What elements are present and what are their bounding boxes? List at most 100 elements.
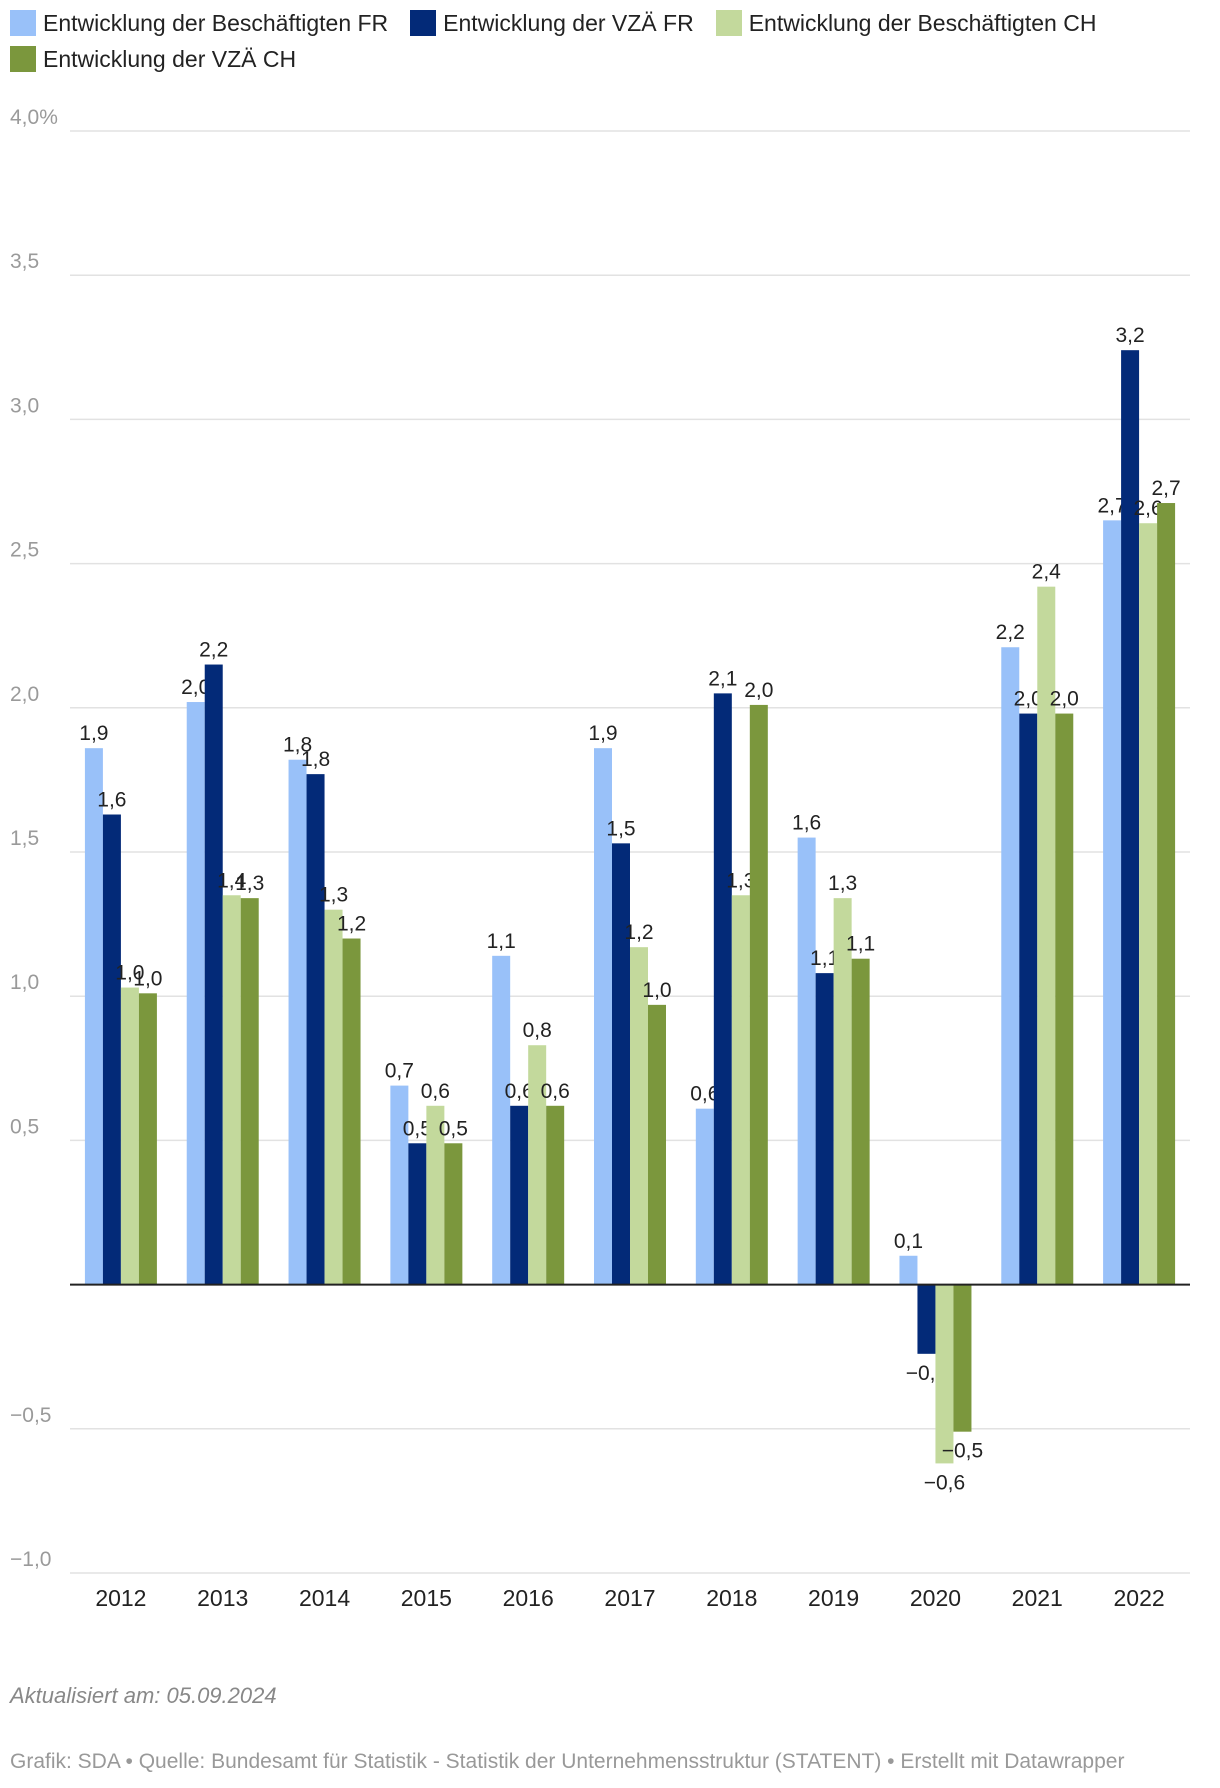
data-label: 1,8 bbox=[283, 734, 312, 757]
legend-label: Entwicklung der VZÄ CH bbox=[43, 46, 297, 72]
bar bbox=[1055, 713, 1074, 1285]
bar bbox=[797, 837, 816, 1285]
bar bbox=[594, 748, 612, 1285]
data-label: 0,7 bbox=[385, 1060, 414, 1083]
bar bbox=[1157, 503, 1176, 1285]
bar bbox=[342, 938, 361, 1285]
x-tick-label: 2012 bbox=[95, 1585, 146, 1611]
x-tick-label: 2013 bbox=[197, 1585, 248, 1611]
bar bbox=[492, 955, 511, 1285]
data-label: 2,4 bbox=[1032, 561, 1062, 584]
legend-label: Entwicklung der Beschäftigten CH bbox=[748, 10, 1097, 36]
data-label: 1,2 bbox=[624, 921, 653, 944]
data-label: −0,5 bbox=[942, 1440, 983, 1463]
data-label: 1,0 bbox=[642, 979, 671, 1002]
bar bbox=[528, 1045, 547, 1285]
y-tick-label: 3,0 bbox=[10, 394, 39, 417]
data-label: 1,5 bbox=[606, 817, 635, 840]
bar bbox=[546, 1105, 565, 1285]
x-tick-label: 2017 bbox=[604, 1585, 655, 1611]
legend: Entwicklung der Beschäftigten FR Entwickl… bbox=[10, 10, 1200, 72]
data-label: 0,6 bbox=[421, 1080, 450, 1103]
bar bbox=[917, 1284, 936, 1354]
data-label: 1,1 bbox=[846, 933, 875, 956]
bar bbox=[186, 702, 205, 1285]
x-tick-label: 2021 bbox=[1012, 1585, 1063, 1611]
data-label: 1,9 bbox=[588, 722, 617, 745]
bar bbox=[1103, 520, 1122, 1285]
y-tick-label: 2,5 bbox=[10, 539, 39, 562]
legend-label: Entwicklung der VZÄ FR bbox=[443, 10, 694, 36]
bar bbox=[306, 774, 325, 1285]
bar bbox=[612, 843, 630, 1285]
bar bbox=[815, 973, 834, 1285]
legend-swatch bbox=[410, 10, 437, 36]
data-label: 2,2 bbox=[199, 639, 228, 662]
data-label: 0,6 bbox=[690, 1083, 719, 1106]
bar bbox=[1001, 647, 1020, 1285]
x-tick-label: 2020 bbox=[910, 1585, 961, 1611]
data-label: 0,6 bbox=[505, 1080, 534, 1103]
bar bbox=[648, 1004, 666, 1285]
bar bbox=[84, 748, 103, 1285]
data-label: 1,3 bbox=[235, 872, 264, 895]
bar bbox=[695, 1108, 714, 1285]
data-label: 0,1 bbox=[894, 1230, 923, 1253]
bar bbox=[288, 759, 307, 1285]
data-label: 2,6 bbox=[1133, 497, 1162, 520]
updated-note: Aktualisiert am: 05.09.2024 bbox=[10, 1683, 277, 1708]
data-label: 1,0 bbox=[115, 962, 144, 985]
legend-item: Entwicklung der VZÄ FR bbox=[410, 10, 694, 36]
data-label: 2,7 bbox=[1097, 494, 1126, 517]
bar bbox=[240, 898, 259, 1285]
data-label: 2,1 bbox=[708, 667, 737, 690]
y-tick-label: 2,0 bbox=[10, 683, 39, 706]
data-label: 1,1 bbox=[810, 947, 839, 970]
legend-swatch bbox=[10, 46, 36, 72]
data-label: 1,6 bbox=[97, 789, 126, 812]
data-label: 0,5 bbox=[403, 1117, 432, 1140]
bar bbox=[630, 947, 648, 1285]
bar bbox=[138, 993, 157, 1285]
bar bbox=[1121, 350, 1140, 1285]
data-label: 2,0 bbox=[744, 679, 773, 702]
data-label: 1,6 bbox=[792, 812, 821, 835]
legend-item: Entwicklung der VZÄ CH bbox=[10, 46, 296, 72]
bar bbox=[749, 704, 768, 1285]
bar bbox=[204, 664, 223, 1285]
bar bbox=[408, 1143, 427, 1285]
data-label: 2,0 bbox=[181, 676, 210, 699]
bar bbox=[953, 1284, 972, 1432]
legend-item: Entwicklung der Beschäftigten FR bbox=[10, 10, 388, 36]
data-label: 0,8 bbox=[523, 1019, 552, 1042]
data-label: 1,0 bbox=[133, 967, 162, 990]
bar bbox=[102, 814, 121, 1285]
source-credit: Grafik: SDA • Quelle: Bundesamt für Stat… bbox=[10, 1750, 1125, 1773]
bar bbox=[899, 1255, 918, 1285]
bar bbox=[851, 958, 870, 1285]
legend-swatch bbox=[715, 10, 742, 36]
data-label: 0,5 bbox=[439, 1117, 468, 1140]
legend-swatch bbox=[10, 10, 36, 36]
bar bbox=[731, 895, 750, 1285]
bar bbox=[120, 987, 139, 1285]
bar bbox=[833, 898, 852, 1285]
bar bbox=[713, 693, 732, 1285]
legend-item: Entwicklung der Beschäftigten CH bbox=[715, 10, 1097, 36]
data-label: 2,0 bbox=[1014, 688, 1043, 711]
data-label: 0,6 bbox=[541, 1080, 570, 1103]
y-tick-label: 1,0 bbox=[10, 971, 39, 994]
x-tick-label: 2019 bbox=[808, 1585, 859, 1611]
data-label: 2,0 bbox=[1050, 688, 1079, 711]
data-label: −0,6 bbox=[924, 1471, 965, 1494]
x-tick-label: 2014 bbox=[299, 1585, 350, 1611]
bar-chart: 4,0% 3,5 3,0 2,5 2,0 1,5 1,0 0,5 −0,5 −1,0 1,9 1,6 1… bbox=[10, 106, 1190, 1611]
data-label: 1,1 bbox=[487, 930, 516, 953]
data-label: 1,8 bbox=[301, 748, 330, 771]
bar bbox=[1139, 523, 1158, 1285]
y-tick-label: −1,0 bbox=[10, 1548, 51, 1571]
y-tick-label: 4,0% bbox=[10, 106, 58, 129]
bar bbox=[222, 895, 241, 1285]
bar bbox=[324, 909, 343, 1285]
data-label: 2,2 bbox=[996, 621, 1025, 644]
